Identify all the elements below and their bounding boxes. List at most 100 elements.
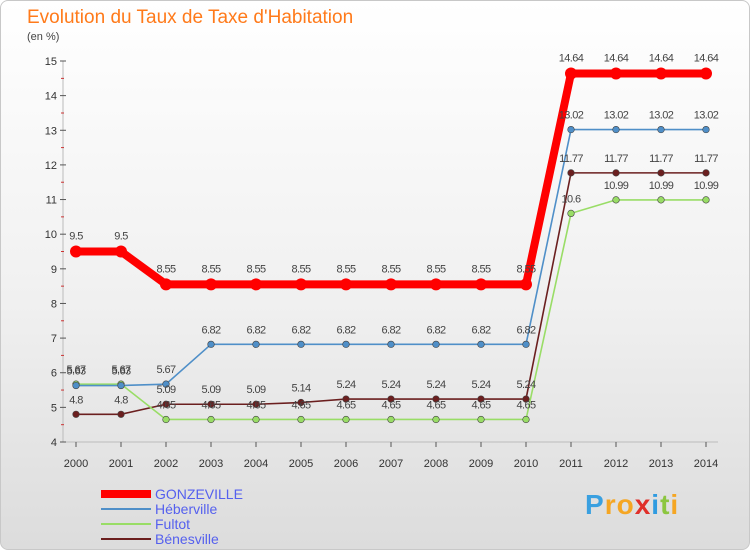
y-tick-label: 6	[51, 368, 57, 380]
data-label: 6.82	[471, 324, 490, 336]
data-point	[340, 278, 352, 291]
y-tick-label: 11	[46, 195, 57, 207]
data-point	[205, 278, 217, 291]
y-tick-label: 5	[51, 402, 57, 414]
data-point	[342, 395, 350, 403]
data-point	[295, 278, 307, 291]
data-label: 5.24	[426, 379, 445, 391]
data-point	[610, 67, 622, 80]
data-label: 6.82	[516, 324, 535, 336]
data-point	[655, 67, 667, 80]
data-point	[432, 415, 440, 424]
data-point	[117, 410, 125, 418]
data-point	[567, 125, 575, 134]
data-point	[612, 125, 620, 134]
data-point	[522, 395, 530, 403]
data-label: 13.02	[604, 110, 629, 122]
data-label: 5.09	[201, 384, 220, 396]
x-tick-label: 2003	[199, 458, 223, 470]
data-point	[522, 340, 530, 348]
y-tick-label: 9	[51, 264, 57, 276]
data-label: 8.55	[156, 263, 175, 275]
axes: 4 5 6 7 8 9 10 11 12 13 14 15 2000 2001 2002 2003 2004 20…	[45, 56, 718, 470]
x-tick-label: 2004	[244, 458, 268, 470]
data-point	[252, 340, 260, 348]
data-point	[160, 278, 172, 291]
data-label: 8.55	[336, 263, 355, 275]
legend: GONZEVILLE Héberville Fultot Bénesville	[101, 486, 361, 547]
data-label: 14.64	[694, 52, 719, 64]
x-tick-label: 2008	[424, 458, 448, 470]
legend-label: Bénesville	[155, 531, 219, 547]
data-label: 6.82	[291, 324, 310, 336]
x-tick-label: 2010	[514, 458, 538, 470]
data-label: 5.67	[111, 364, 130, 376]
data-point	[520, 278, 532, 291]
data-point	[702, 169, 710, 177]
data-point	[565, 67, 577, 80]
data-point	[342, 340, 350, 348]
data-label: 5.14	[291, 383, 310, 395]
data-label: 6.82	[201, 324, 220, 336]
data-point	[72, 410, 80, 418]
data-label: 13.02	[694, 110, 719, 122]
x-tick-label: 2011	[559, 458, 583, 470]
data-labels: 4.8 4.8 5.09 5.09 5.09 5.14 5.24 5.24 5.24 5.24 5.…	[66, 52, 719, 411]
series-lines	[70, 67, 712, 424]
data-label: 8.55	[246, 263, 265, 275]
y-tick-label: 14	[45, 91, 57, 103]
logo-letter: t	[660, 489, 671, 520]
data-label: 4.8	[69, 394, 83, 406]
data-point	[342, 415, 350, 424]
data-label: 10.99	[649, 180, 674, 192]
data-point	[207, 340, 215, 348]
data-label: 8.55	[426, 263, 445, 275]
data-point	[207, 400, 215, 408]
data-label: 4.65	[516, 399, 535, 411]
logo-letter: i	[651, 489, 661, 520]
data-label: 10.99	[604, 180, 629, 192]
data-point	[252, 415, 260, 424]
data-point	[700, 67, 712, 80]
data-point	[432, 340, 440, 348]
data-point	[657, 169, 665, 177]
data-label: 5.09	[156, 384, 175, 396]
data-label: 5.24	[516, 379, 535, 391]
data-label: 5.63	[66, 366, 85, 378]
data-label: 5.67	[66, 364, 85, 376]
legend-item: GONZEVILLE	[101, 486, 361, 502]
data-label: 8.55	[516, 263, 535, 275]
x-tick-label: 2007	[379, 458, 403, 470]
data-label: 11.77	[649, 153, 673, 165]
logo-letter: r	[604, 489, 617, 520]
data-label: 5.63	[111, 366, 130, 378]
data-point	[252, 400, 260, 408]
data-label: 4.65	[156, 399, 175, 411]
proxiti-logo: Proxiti	[585, 489, 679, 521]
data-label: 14.64	[604, 52, 629, 64]
data-point	[162, 380, 170, 388]
data-point	[297, 415, 305, 424]
data-point	[477, 340, 485, 348]
x-tick-label: 2013	[649, 458, 673, 470]
data-label: 4.65	[426, 399, 445, 411]
chart-title: Evolution du Taux de Taxe d'Habitation	[27, 7, 354, 28]
data-label: 8.55	[291, 263, 310, 275]
data-point	[162, 400, 170, 408]
logo-letter: o	[616, 489, 635, 520]
data-point	[387, 415, 395, 424]
data-label: 4.65	[246, 399, 265, 411]
data-label: 4.65	[471, 399, 490, 411]
y-tick-label: 4	[51, 437, 57, 449]
data-label: 11.77	[604, 153, 628, 165]
data-point	[657, 125, 665, 134]
y-tick-label: 8	[51, 298, 57, 310]
legend-swatch	[101, 508, 151, 510]
data-label: 14.64	[649, 52, 674, 64]
data-point	[567, 169, 575, 177]
legend-label: Héberville	[155, 501, 218, 517]
data-point	[117, 381, 125, 390]
logo-letter: i	[670, 489, 680, 520]
data-point	[612, 169, 620, 177]
